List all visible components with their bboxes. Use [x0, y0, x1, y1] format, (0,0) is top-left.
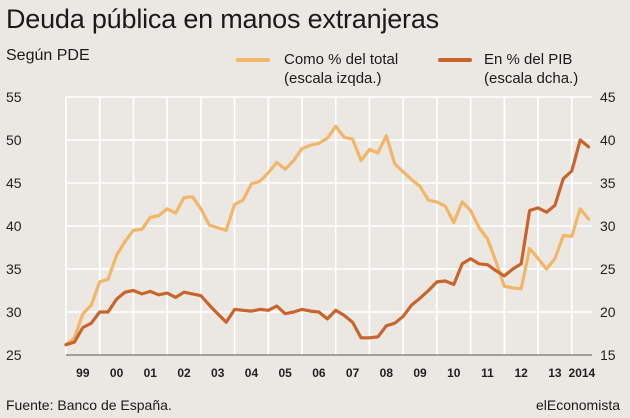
y-left-tick-label: 30: [6, 304, 22, 320]
x-tick-label: 12: [515, 366, 529, 380]
y-left-tick-label: 50: [6, 132, 22, 148]
x-tick-label: 2014: [569, 366, 596, 380]
series-line-gdp-percent: [64, 138, 591, 347]
x-tick-label: 08: [380, 366, 394, 380]
legend-left-line2: (escala izqda.): [284, 70, 382, 87]
y-left-tick-label: 40: [6, 218, 22, 234]
x-tick-label: 00: [110, 366, 124, 380]
legend-left-line1: Como % del total: [284, 51, 399, 68]
page-title: Deuda pública en manos extranjeras: [6, 4, 439, 34]
y-left-tick-label: 45: [6, 175, 22, 191]
x-tick-label: 11: [481, 366, 494, 380]
y-left-tick-label: 35: [6, 261, 22, 277]
y-left-tick-label: 25: [6, 347, 22, 363]
series-line-total-percent: [64, 124, 591, 347]
y-right-tick-label: 25: [600, 261, 616, 277]
y-left-tick-label: 55: [6, 89, 22, 105]
x-tick-label: 05: [278, 366, 292, 380]
y-right-tick-label: 40: [600, 132, 616, 148]
y-right-tick-label: 45: [600, 89, 616, 105]
y-right-tick-label: 35: [600, 175, 616, 191]
legend-right-line1: En % del PIB: [484, 51, 573, 68]
x-tick-label: 99: [76, 366, 90, 380]
x-tick-label: 03: [211, 366, 225, 380]
legend-right-line2: (escala dcha.): [484, 70, 579, 87]
x-tick-label: 04: [245, 366, 259, 380]
y-right-tick-label: 30: [600, 218, 616, 234]
x-tick-label: 06: [312, 366, 326, 380]
legend-label-right: En % del PIB (escala dcha.): [484, 50, 578, 88]
x-tick-label: 13: [548, 366, 562, 380]
legend-swatch-right: [438, 58, 472, 62]
y-right-tick-label: 15: [600, 347, 616, 363]
x-tick-label: 02: [177, 366, 191, 380]
x-tick-label: 10: [447, 366, 461, 380]
y-right-tick-label: 20: [600, 304, 616, 320]
brand-logo-text: elEconomista: [535, 397, 620, 413]
x-tick-label: 01: [144, 366, 158, 380]
legend-swatch-left: [236, 58, 270, 62]
x-tick-label: 09: [413, 366, 427, 380]
source-note: Fuente: Banco de España.: [6, 397, 172, 413]
legend-label-left: Como % del total (escala izqda.): [284, 50, 398, 88]
subtitle: Según PDE: [6, 47, 90, 64]
x-tick-label: 07: [346, 366, 360, 380]
